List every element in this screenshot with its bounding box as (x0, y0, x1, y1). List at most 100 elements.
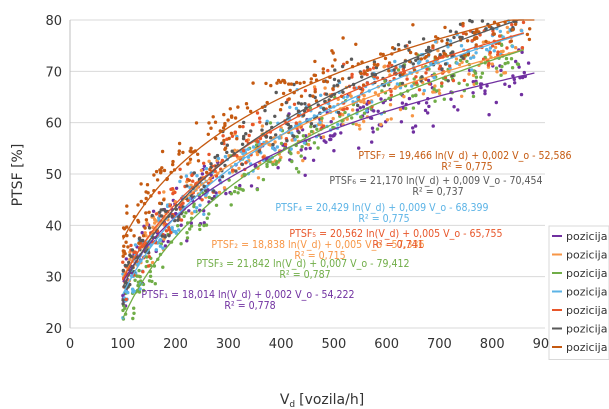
data-point (158, 210, 162, 214)
data-point (387, 83, 391, 87)
data-point (174, 186, 179, 190)
data-point (235, 154, 239, 158)
data-point (454, 57, 459, 61)
data-point (402, 94, 406, 99)
data-point (158, 238, 162, 243)
data-point (273, 148, 277, 152)
data-point (443, 62, 448, 66)
data-point (275, 145, 280, 149)
data-point (424, 71, 428, 75)
data-point (268, 121, 273, 125)
data-point (223, 154, 228, 159)
data-point (375, 63, 379, 67)
data-point (398, 65, 403, 69)
data-point (133, 243, 138, 247)
data-point (153, 282, 157, 286)
data-point (151, 209, 156, 213)
data-point (456, 108, 460, 112)
data-point (419, 57, 424, 61)
equation-label-7: PTSF₇ = 19,466 ln(V_d) + 0,002 V_o - 52,… (358, 150, 571, 162)
data-point (465, 83, 469, 87)
data-point (490, 62, 494, 66)
data-point (321, 124, 326, 128)
data-point (246, 147, 250, 151)
data-point (303, 156, 307, 160)
data-point (432, 87, 436, 91)
data-point (437, 91, 442, 96)
data-point (357, 123, 361, 128)
data-point (223, 146, 228, 150)
data-point (150, 279, 154, 284)
data-point (181, 201, 185, 205)
data-point (143, 231, 147, 235)
data-point (245, 106, 250, 110)
data-point (225, 150, 229, 155)
data-point (396, 68, 401, 72)
y-axis-title: PTSF [%] (10, 144, 26, 207)
data-point (473, 36, 477, 40)
data-point (172, 229, 176, 234)
data-point (323, 99, 327, 104)
data-point (505, 25, 509, 30)
data-point (144, 211, 148, 215)
data-point (221, 134, 225, 138)
data-point (511, 28, 515, 32)
data-point (145, 259, 149, 264)
data-point (331, 134, 335, 138)
data-point (223, 123, 227, 128)
data-point (228, 107, 232, 111)
data-point (145, 221, 149, 225)
data-point (154, 169, 159, 174)
data-point (124, 297, 128, 302)
data-point (474, 51, 478, 55)
data-point (393, 59, 397, 64)
data-point (398, 73, 402, 78)
data-point (333, 68, 337, 72)
data-point (273, 140, 277, 144)
data-point (124, 289, 128, 294)
data-point (280, 102, 284, 107)
data-point (202, 212, 206, 216)
data-point (433, 99, 437, 103)
data-point (299, 148, 303, 152)
data-point (513, 22, 518, 26)
data-point (297, 130, 301, 135)
data-point (500, 64, 504, 69)
data-point (209, 126, 213, 130)
equation-label-4: PTSF₄ = 20,429 ln(V_d) + 0,009 V_o - 68,… (275, 202, 488, 214)
data-point (462, 78, 466, 83)
data-point (131, 290, 135, 294)
data-point (436, 48, 440, 53)
equation-label-6: PTSF₆ = 21,170 ln(V_d) + 0,009 V_o - 70,… (329, 175, 542, 187)
data-point (341, 113, 345, 117)
data-point (171, 159, 175, 164)
r-squared-label-4: R² = 0,775 (358, 213, 409, 225)
data-point (296, 150, 300, 155)
data-point (187, 178, 191, 182)
data-point (451, 50, 455, 54)
data-point (152, 173, 156, 177)
data-point (189, 224, 194, 228)
data-point (208, 167, 212, 172)
data-point (202, 161, 206, 165)
data-point (365, 109, 369, 113)
data-point (159, 171, 163, 175)
y-tick-label: 80 (45, 14, 62, 29)
data-point (177, 149, 181, 153)
data-point (297, 170, 301, 174)
data-point (144, 190, 148, 194)
data-point (214, 191, 218, 195)
data-point (465, 39, 470, 43)
data-point (485, 84, 489, 88)
data-point (242, 120, 246, 125)
data-point (275, 81, 279, 85)
data-point (350, 75, 354, 79)
data-point (511, 74, 515, 78)
data-point (414, 58, 418, 62)
data-point (510, 66, 515, 70)
data-point (304, 147, 308, 151)
data-point (471, 94, 476, 99)
x-tick-label: 500 (321, 337, 346, 352)
data-point (287, 97, 291, 101)
data-point (177, 215, 181, 219)
